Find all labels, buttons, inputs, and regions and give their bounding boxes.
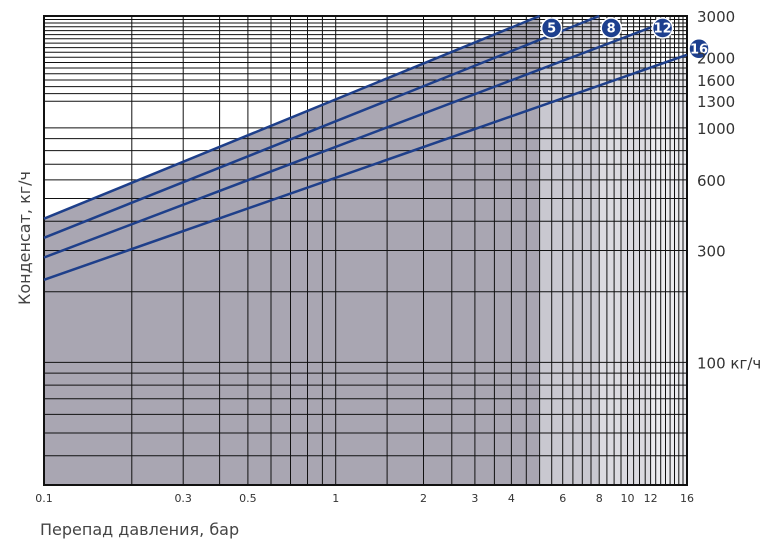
- shaded-region: [650, 54, 687, 486]
- series-badge-label: 5: [547, 22, 556, 37]
- x-tick-label: 1: [332, 492, 339, 505]
- x-tick-labels: 0.1 0.3 0.5 1 2 3 4 6 8 10 12 16: [35, 492, 694, 505]
- x-tick-label: 3: [471, 492, 478, 505]
- series-badge-circle: [651, 17, 674, 39]
- y-tick-labels: 3000 2000 1600 1300 1000 600 300 100 кг/ч: [697, 8, 761, 372]
- x-tick-label: 12: [644, 492, 658, 505]
- x-axis-title: Перепад давления, бар: [40, 520, 239, 539]
- y-tick-label: 300: [697, 243, 726, 261]
- series-badge-8: 8: [600, 17, 622, 39]
- series-badge-label: 8: [607, 22, 616, 37]
- y-tick-label: 600: [697, 172, 726, 190]
- series-line-8: [43, 14, 600, 239]
- x-tick-label: 0.3: [174, 492, 192, 505]
- series-badge-label: 12: [654, 22, 672, 37]
- x-tick-label: 10: [621, 492, 635, 505]
- y-tick-label: 1300: [697, 93, 735, 111]
- shaded-region: [599, 27, 651, 485]
- series-badge-label: 16: [690, 42, 708, 57]
- plot-frame: [43, 15, 688, 486]
- series-lines: [43, 14, 688, 281]
- x-tick-label: 2: [420, 492, 427, 505]
- series-badge-16: 16: [688, 38, 710, 60]
- series-line-12: [43, 26, 652, 259]
- x-tick-label: 6: [559, 492, 566, 505]
- y-tick-label: 100 кг/ч: [697, 354, 761, 372]
- x-tick-label: 4: [508, 492, 515, 505]
- series-line-16: [43, 53, 688, 281]
- series-badges: 5 8 12 16: [540, 17, 710, 60]
- series-badge-circle: [688, 38, 710, 60]
- y-tick-label: 3000: [697, 8, 735, 26]
- x-tick-label: 16: [680, 492, 694, 505]
- y-tick-label: 1600: [697, 72, 735, 90]
- x-tick-label: 0.5: [239, 492, 257, 505]
- series-badge-5: 5: [540, 17, 563, 39]
- y-axis-title: Конденсат, кг/ч: [15, 171, 34, 305]
- series-badge-circle: [540, 17, 563, 39]
- y-tick-label: 2000: [697, 49, 735, 67]
- x-tick-label: 0.1: [35, 492, 53, 505]
- grid: [44, 16, 687, 485]
- series-badge-circle: [600, 17, 622, 39]
- series-line-5: [43, 14, 541, 220]
- x-tick-label: 8: [596, 492, 603, 505]
- y-tick-label: 1000: [697, 120, 735, 138]
- series-badge-12: 12: [651, 17, 674, 39]
